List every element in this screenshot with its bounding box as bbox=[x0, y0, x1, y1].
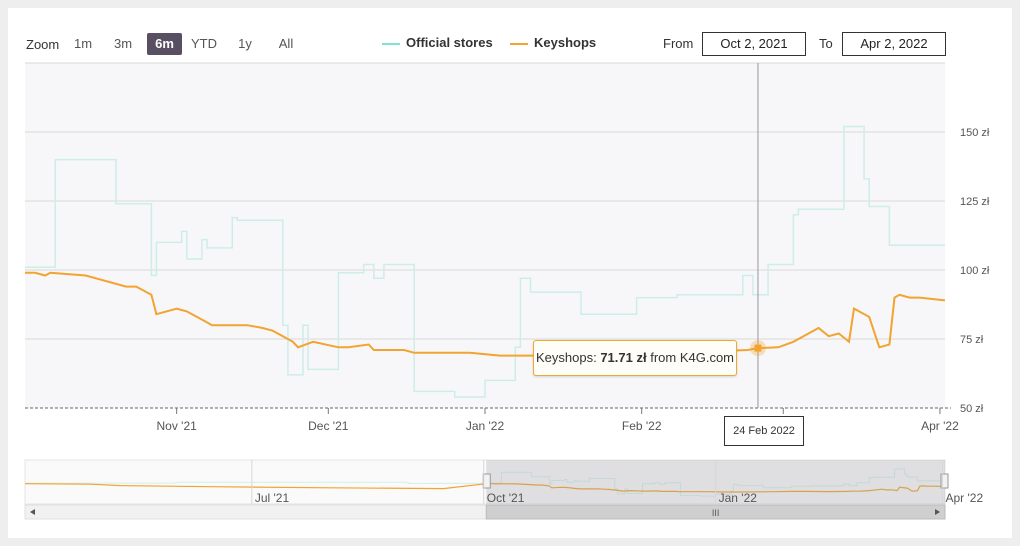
series-keyshops-line bbox=[25, 271, 946, 357]
crosshair-date-label: 24 Feb 2022 bbox=[724, 416, 804, 446]
price-tooltip: Keyshops: 71.71 zł from K4G.com bbox=[533, 340, 737, 376]
from-label: From bbox=[663, 36, 694, 51]
legend-official-stores[interactable]: Official stores bbox=[382, 35, 493, 50]
tooltip-series: Keyshops: bbox=[535, 350, 597, 365]
plot-background bbox=[25, 63, 945, 408]
zoom-1y-button[interactable]: 1y bbox=[238, 36, 252, 51]
x-tick-label: Apr '22 bbox=[921, 419, 959, 433]
zoom-1m-button[interactable]: 1m bbox=[73, 36, 93, 51]
y-tick-label: 150 zł bbox=[960, 127, 990, 139]
y-tick-label: 125 zł bbox=[960, 196, 990, 208]
scroll-right-arrow[interactable] bbox=[935, 509, 940, 515]
x-tick-label: Nov '21 bbox=[156, 419, 197, 433]
to-label: To bbox=[819, 36, 833, 51]
navigator-keyshops-line bbox=[24, 483, 946, 493]
legend-keyshops[interactable]: Keyshops bbox=[510, 35, 596, 50]
zoom-ytd-button[interactable]: YTD bbox=[191, 36, 217, 51]
scroll-left-arrow[interactable] bbox=[30, 509, 35, 515]
tooltip-value: 71.71 zł bbox=[600, 350, 647, 365]
x-tick-label: Dec '21 bbox=[308, 419, 349, 433]
navigator-tick-label: Jan '22 bbox=[719, 491, 758, 505]
legend-official-label: Official stores bbox=[406, 35, 493, 50]
price-history-chart[interactable]: 50 zł 75 zł 100 zł 125 zł 150 zł Nov '21 Dec '… bbox=[8, 8, 1012, 538]
navigator-tick-label: Jul '21 bbox=[255, 491, 290, 505]
series-official-stores-line bbox=[25, 125, 945, 398]
y-tick-label: 50 zł bbox=[960, 403, 984, 415]
zoom-3m-button[interactable]: 3m bbox=[113, 36, 133, 51]
legend-keyshops-label: Keyshops bbox=[534, 35, 597, 50]
from-date-input[interactable]: Oct 2, 2021 bbox=[702, 32, 806, 56]
navigator-handle bbox=[940, 473, 949, 489]
scrollbar-grip: III bbox=[712, 508, 720, 518]
navigator-official-line bbox=[25, 468, 945, 497]
x-tick-label: Jan '22 bbox=[466, 419, 505, 433]
y-tick-label: 100 zł bbox=[960, 265, 990, 277]
y-tick-label: 75 zł bbox=[960, 334, 984, 346]
legend-official-swatch bbox=[382, 42, 400, 45]
to-date-input[interactable]: Apr 2, 2022 bbox=[842, 32, 946, 56]
navigator-tick-label: Oct '21 bbox=[487, 491, 525, 505]
hover-marker bbox=[754, 344, 762, 352]
legend-keyshops-swatch bbox=[510, 42, 528, 45]
zoom-6m-button[interactable]: 6m bbox=[147, 33, 182, 55]
tooltip-source: from K4G.com bbox=[650, 350, 734, 365]
navigator-tick-label: Apr '22 bbox=[945, 491, 983, 505]
x-tick-label: Feb '22 bbox=[622, 419, 662, 433]
zoom-label: Zoom bbox=[26, 37, 60, 52]
navigator-handle bbox=[482, 473, 491, 489]
zoom-all-button[interactable]: All bbox=[278, 36, 294, 51]
chart-frame: 50 zł 75 zł 100 zł 125 zł 150 zł Nov '21 Dec '… bbox=[8, 8, 1012, 538]
scrollbar-thumb[interactable] bbox=[485, 504, 946, 520]
